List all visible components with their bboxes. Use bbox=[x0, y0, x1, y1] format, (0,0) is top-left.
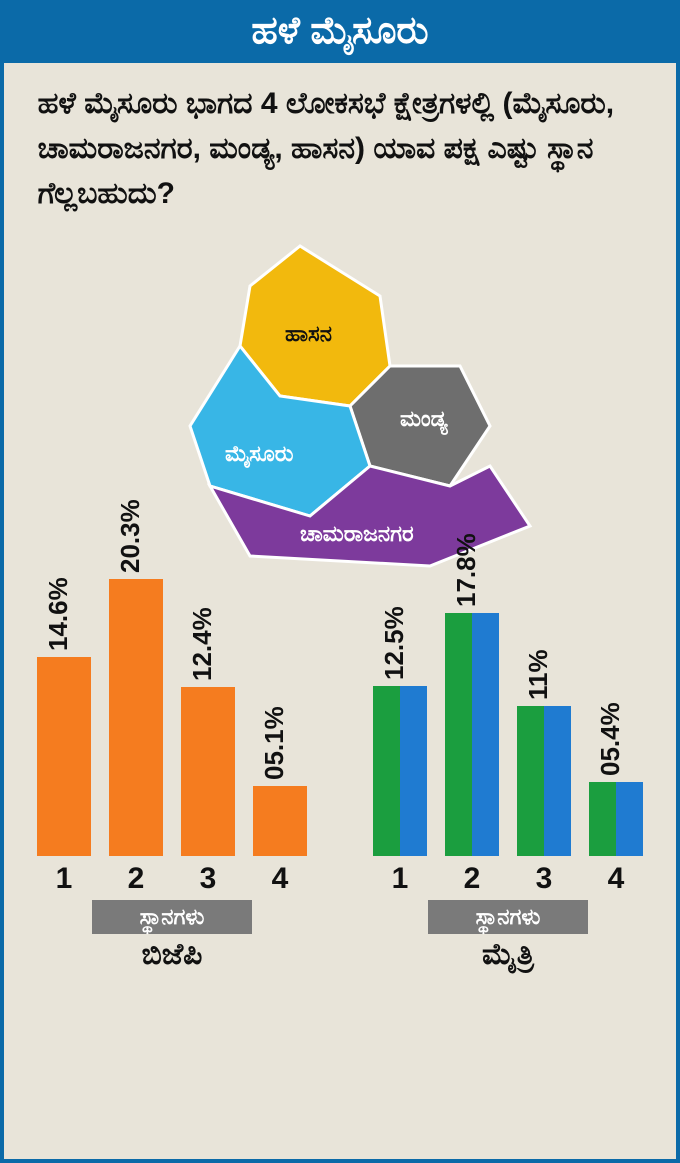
bar-segment bbox=[517, 706, 544, 856]
chart-series-name: ಮೈತ್ರಿ bbox=[482, 938, 534, 972]
bar-x-label: 4 bbox=[272, 862, 289, 896]
bar-x-label: 2 bbox=[128, 862, 145, 896]
bar-segment bbox=[253, 786, 307, 856]
bar-slot: 17.8% 2 bbox=[445, 613, 499, 896]
bar-segment bbox=[400, 686, 427, 856]
bar-segment bbox=[445, 613, 472, 856]
bar-slot: 12.5% 1 bbox=[373, 686, 427, 896]
bar-segment bbox=[589, 782, 616, 856]
bar-slot: 05.1% 4 bbox=[253, 786, 307, 896]
bar-segment bbox=[544, 706, 571, 856]
chart-maitri: 12.5%117.8%211%305.4%4ಸ್ಥಾನಗಳುಮೈತ್ರಿ bbox=[373, 596, 643, 972]
bar-value-label: 12.5% bbox=[379, 606, 410, 680]
bar-value-label: 12.4% bbox=[187, 607, 218, 681]
bar: 17.8% bbox=[445, 613, 499, 856]
bar-segment bbox=[616, 782, 643, 856]
bar: 12.4% bbox=[181, 687, 235, 856]
bar-segment bbox=[472, 613, 499, 856]
bar: 11% bbox=[517, 706, 571, 856]
bar: 05.4% bbox=[589, 782, 643, 856]
bar-value-label: 11% bbox=[523, 649, 554, 700]
chart-series-name: ಬಿಜೆಪಿ bbox=[142, 938, 203, 972]
bar-slot: 14.6% 1 bbox=[37, 657, 91, 896]
region-map: ಹಾಸನ ಮಂಡ್ಯ ಮೈಸೂರು ಚಾಮರಾಜನಗರ bbox=[4, 226, 676, 586]
bar-x-label: 1 bbox=[56, 862, 73, 896]
bar-segment bbox=[37, 657, 91, 856]
bar: 12.5% bbox=[373, 686, 427, 856]
axis-caption: ಸ್ಥಾನಗಳು bbox=[92, 900, 253, 934]
axis-caption: ಸ್ಥಾನಗಳು bbox=[428, 900, 589, 934]
bar-value-label: 05.4% bbox=[595, 703, 626, 777]
bar-x-label: 2 bbox=[464, 862, 481, 896]
bar-x-label: 1 bbox=[392, 862, 409, 896]
bars-group: 12.5%117.8%211%305.4%4 bbox=[373, 596, 643, 896]
bar-x-label: 3 bbox=[200, 862, 217, 896]
charts-row: 14.6%120.3%212.4%305.1%4ಸ್ಥಾನಗಳುಬಿಜೆಪಿ12… bbox=[4, 596, 676, 972]
subtitle-text: ಹಳೆ ಮೈಸೂರು ಭಾಗದ 4 ಲೋಕಸಭೆ ಕ್ಷೇತ್ರಗಳಲ್ಲಿ (… bbox=[38, 81, 643, 216]
bar-x-label: 3 bbox=[536, 862, 553, 896]
bar-x-label: 4 bbox=[608, 862, 625, 896]
map-label-mysuru: ಮೈಸೂರು bbox=[225, 441, 293, 469]
bar-segment bbox=[373, 686, 400, 856]
bar-slot: 11%3 bbox=[517, 706, 571, 896]
bar: 05.1% bbox=[253, 786, 307, 856]
bar-value-label: 14.6% bbox=[43, 577, 74, 651]
title-bar: ಹಳೆ ಮೈಸೂರು bbox=[4, 4, 676, 63]
bar-value-label: 05.1% bbox=[259, 707, 290, 781]
bar-segment bbox=[109, 579, 163, 856]
bar-segment bbox=[181, 687, 235, 856]
bar-slot: 05.4% 4 bbox=[589, 782, 643, 896]
bar-value-label: 17.8% bbox=[451, 534, 482, 608]
title-text: ಹಳೆ ಮೈಸೂರು bbox=[251, 10, 428, 52]
map-label-chamaraj: ಚಾಮರಾಜನಗರ bbox=[300, 521, 414, 546]
bar: 20.3% bbox=[109, 579, 163, 856]
bar: 14.6% bbox=[37, 657, 91, 856]
map-label-hassan: ಹಾಸನ bbox=[285, 321, 332, 346]
chart-bjp: 14.6%120.3%212.4%305.1%4ಸ್ಥಾನಗಳುಬಿಜೆಪಿ bbox=[37, 596, 307, 972]
bar-value-label: 20.3% bbox=[115, 499, 146, 573]
bar-slot: 12.4% 3 bbox=[181, 687, 235, 896]
bars-group: 14.6%120.3%212.4%305.1%4 bbox=[37, 596, 307, 896]
bar-slot: 20.3% 2 bbox=[109, 579, 163, 896]
